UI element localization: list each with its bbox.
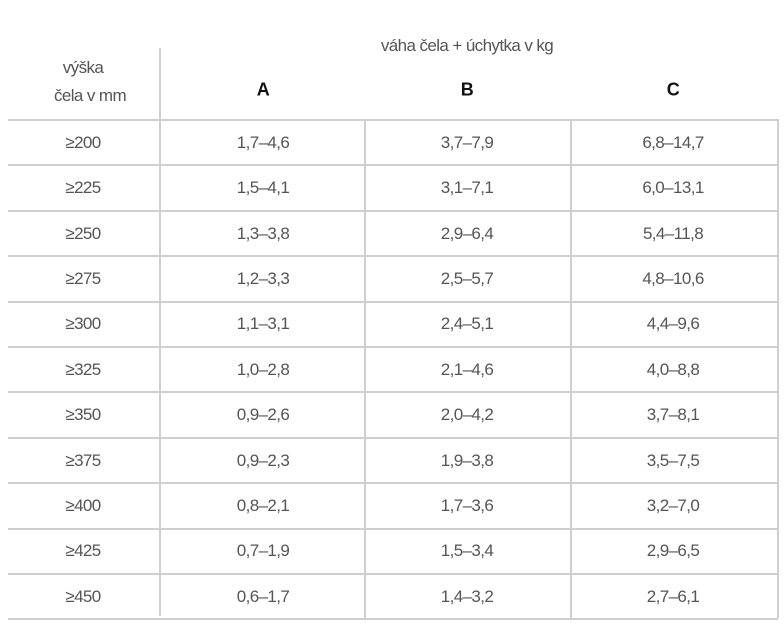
row-label: čela v mm [53,86,127,105]
column-header: A [256,79,270,100]
row-line [8,618,778,620]
cell: 2,7–6,1 [646,587,700,606]
cell: 4,0–8,8 [646,360,700,379]
divider [159,48,161,616]
row-header: ≥325 [65,360,101,379]
row-header: ≥425 [65,541,101,560]
row-line [8,437,778,439]
col-line [777,119,779,618]
cell: 1,5–4,1 [236,178,290,197]
cell: 0,9–2,6 [236,405,290,424]
cell: 3,7–8,1 [646,405,700,424]
cell: 4,4–9,6 [646,314,700,333]
cell: 5,4–11,8 [642,224,704,243]
cell: 6,8–14,7 [642,133,704,152]
cell: 1,7–3,6 [440,496,494,515]
cell: 2,1–4,6 [440,360,494,379]
cell: 2,0–4,2 [440,405,494,424]
col-line [570,119,572,618]
cell: 3,1–7,1 [440,178,494,197]
row-line [8,528,778,530]
group-label: váha čela + úchytka v kg [380,36,554,55]
cell: 0,7–1,9 [236,541,290,560]
cell: 4,8–10,6 [642,269,704,288]
row-header: ≥275 [65,269,101,288]
row-header: ≥375 [65,451,101,470]
row-header: ≥225 [65,178,101,197]
col-line [364,119,366,618]
row-line [8,164,778,166]
row-header: ≥400 [65,496,101,515]
cell: 6,0–13,1 [642,178,704,197]
cell: 3,5–7,5 [646,451,700,470]
row-header: ≥300 [65,314,101,333]
cell: 0,6–1,7 [236,587,290,606]
row-line [8,346,778,348]
row-line [8,391,778,393]
cell: 2,9–6,4 [440,224,494,243]
row-line [8,482,778,484]
cell: 1,2–3,3 [236,269,290,288]
row-line [8,573,778,575]
cell: 0,8–2,1 [236,496,290,515]
cell: 3,2–7,0 [646,496,700,515]
cell: 0,9–2,3 [236,451,290,470]
row-line [8,301,778,303]
cell: 2,5–5,7 [440,269,494,288]
cell: 1,9–3,8 [440,451,494,470]
row-header: ≥200 [65,133,101,152]
row-header: ≥250 [65,224,101,243]
cell: 1,7–4,6 [236,133,290,152]
row-label: výška [62,58,104,77]
cell: 1,3–3,8 [236,224,290,243]
cell: 2,9–6,5 [646,541,700,560]
cell: 2,4–5,1 [440,314,494,333]
row-header: ≥350 [65,405,101,424]
row-line [8,119,778,121]
column-header: C [666,79,680,100]
cell: 1,4–3,2 [440,587,494,606]
row-line [8,210,778,212]
cell: 1,1–3,1 [236,314,290,333]
row-line [8,255,778,257]
cell: 1,0–2,8 [236,360,290,379]
row-header: ≥450 [65,587,101,606]
cell: 3,7–7,9 [440,133,494,152]
column-header: B [460,79,474,100]
cell: 1,5–3,4 [440,541,494,560]
